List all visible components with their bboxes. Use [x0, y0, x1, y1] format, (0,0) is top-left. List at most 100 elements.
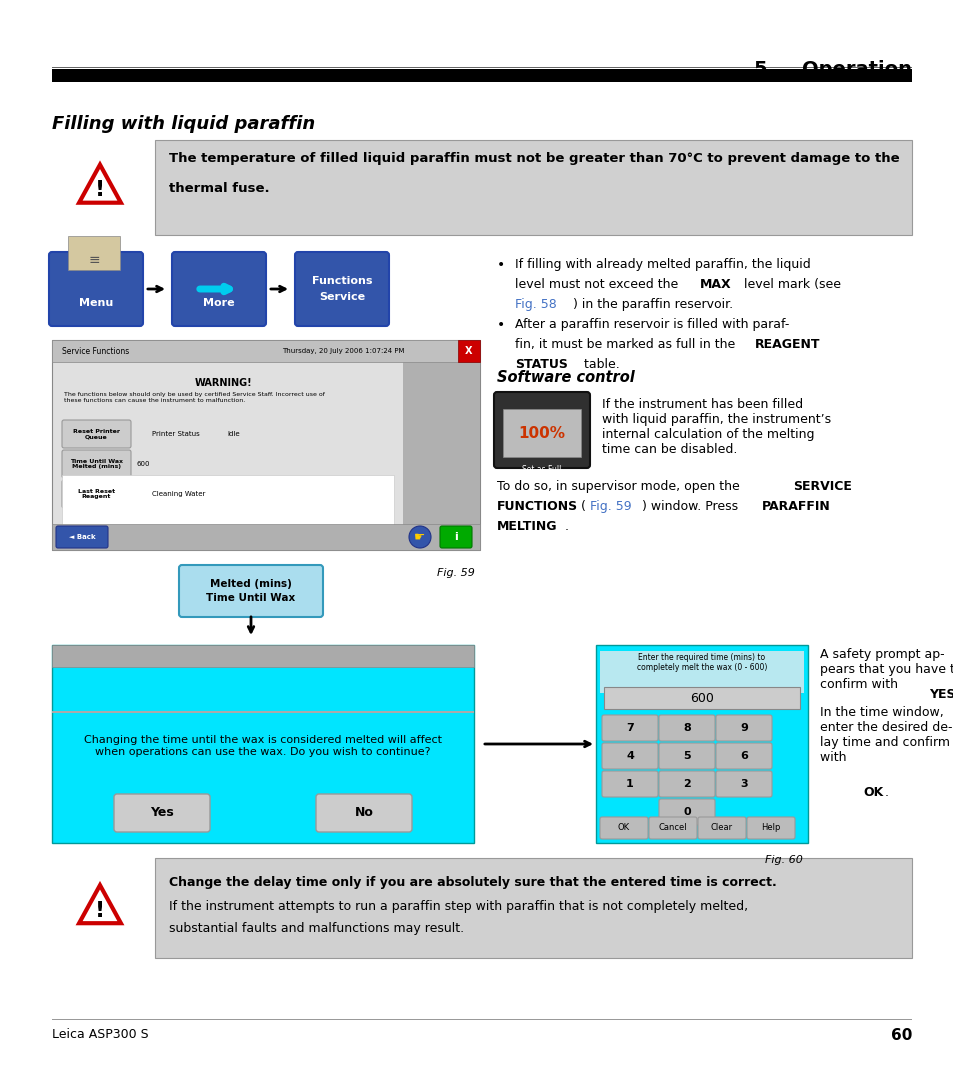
- Text: Printer Status: Printer Status: [152, 431, 199, 437]
- Text: Last Reset
Reagent: Last Reset Reagent: [78, 488, 115, 499]
- Text: Time Until Wax: Time Until Wax: [206, 593, 295, 603]
- FancyBboxPatch shape: [601, 743, 658, 769]
- Text: 3: 3: [740, 779, 747, 789]
- Text: The functions below should only be used by certified Service Staff. Incorrect us: The functions below should only be used …: [64, 392, 325, 403]
- FancyBboxPatch shape: [659, 743, 714, 769]
- Bar: [62, 475, 394, 535]
- Polygon shape: [79, 886, 121, 923]
- FancyBboxPatch shape: [56, 526, 108, 548]
- Text: The temperature of filled liquid paraffin must not be greater than 70°C to preve: The temperature of filled liquid paraffi…: [169, 152, 899, 165]
- FancyBboxPatch shape: [716, 743, 771, 769]
- Text: PARAFFIN: PARAFFIN: [761, 500, 830, 513]
- Text: .: .: [884, 786, 888, 799]
- FancyBboxPatch shape: [599, 816, 647, 839]
- Text: Time Until Wax
Melted (mins): Time Until Wax Melted (mins): [70, 459, 123, 470]
- Text: Enter the required time (mins) to
completely melt the wax (0 - 600): Enter the required time (mins) to comple…: [637, 653, 766, 673]
- Text: YES: YES: [928, 688, 953, 701]
- Text: !: !: [95, 901, 105, 921]
- Text: Change the delay time only if you are absolutely sure that the entered time is c: Change the delay time only if you are ab…: [169, 876, 776, 889]
- Text: 600: 600: [689, 691, 713, 704]
- FancyBboxPatch shape: [179, 565, 323, 617]
- Bar: [52, 340, 479, 362]
- Text: A safety prompt ap-
pears that you have to
confirm with: A safety prompt ap- pears that you have …: [820, 648, 953, 691]
- Polygon shape: [79, 164, 121, 203]
- Text: Leica ASP300 S: Leica ASP300 S: [52, 1028, 149, 1041]
- Text: Filling with liquid paraffin: Filling with liquid paraffin: [52, 114, 314, 133]
- Bar: [596, 645, 807, 843]
- Text: Cancel: Cancel: [658, 823, 686, 833]
- Text: Fig. 58: Fig. 58: [515, 298, 557, 311]
- Text: level must not exceed the: level must not exceed the: [515, 278, 681, 291]
- Text: 8: 8: [682, 723, 690, 733]
- Text: ) in the paraffin reservoir.: ) in the paraffin reservoir.: [573, 298, 732, 311]
- Text: SERVICE: SERVICE: [792, 480, 851, 492]
- Bar: [52, 524, 479, 550]
- Text: Service: Service: [318, 292, 365, 302]
- Text: Menu: Menu: [79, 298, 113, 308]
- Text: After a paraffin reservoir is filled with paraf-: After a paraffin reservoir is filled wit…: [515, 318, 788, 330]
- Bar: [603, 687, 800, 708]
- Text: Fig. 59: Fig. 59: [589, 500, 631, 513]
- Bar: [402, 340, 479, 550]
- FancyBboxPatch shape: [439, 526, 472, 548]
- Text: Changing the time until the wax is considered melted will affect
when operations: Changing the time until the wax is consi…: [84, 735, 441, 757]
- FancyBboxPatch shape: [698, 816, 745, 839]
- Text: ☛: ☛: [414, 530, 425, 543]
- FancyBboxPatch shape: [49, 252, 143, 326]
- Text: Clear: Clear: [710, 823, 732, 833]
- FancyBboxPatch shape: [172, 252, 266, 326]
- FancyBboxPatch shape: [315, 794, 412, 832]
- FancyBboxPatch shape: [716, 771, 771, 797]
- Text: 600: 600: [137, 461, 151, 467]
- Text: Help: Help: [760, 823, 780, 833]
- Text: More: More: [203, 298, 234, 308]
- Text: Fig. 59: Fig. 59: [436, 568, 475, 578]
- Text: Fig. 60: Fig. 60: [764, 855, 802, 865]
- Text: (: (: [577, 500, 585, 513]
- Bar: [52, 340, 479, 550]
- FancyBboxPatch shape: [746, 816, 794, 839]
- Text: No: No: [355, 807, 373, 820]
- Text: OK: OK: [618, 823, 629, 833]
- Text: Software control: Software control: [497, 370, 634, 384]
- FancyBboxPatch shape: [62, 450, 131, 478]
- FancyBboxPatch shape: [601, 771, 658, 797]
- Text: Thursday, 20 July 2006 1:07:24 PM: Thursday, 20 July 2006 1:07:24 PM: [282, 348, 404, 354]
- Text: substantial faults and malfunctions may result.: substantial faults and malfunctions may …: [169, 922, 464, 935]
- Bar: [52, 711, 474, 713]
- Text: Service Functions: Service Functions: [62, 347, 129, 355]
- Text: FUNCTIONS: FUNCTIONS: [497, 500, 578, 513]
- Bar: [599, 651, 803, 693]
- Text: OK: OK: [862, 786, 882, 799]
- Text: •: •: [497, 318, 505, 332]
- Text: If the instrument attempts to run a paraffin step with paraffin that is not comp: If the instrument attempts to run a para…: [169, 900, 747, 913]
- Text: 0: 0: [682, 807, 690, 816]
- Text: table.: table.: [579, 357, 619, 372]
- Text: Melted (mins): Melted (mins): [210, 579, 292, 589]
- FancyBboxPatch shape: [659, 715, 714, 741]
- Text: Yes: Yes: [150, 807, 173, 820]
- Text: STATUS: STATUS: [515, 357, 567, 372]
- Text: MAX: MAX: [700, 278, 731, 291]
- Text: MELTING: MELTING: [497, 519, 557, 534]
- FancyBboxPatch shape: [648, 816, 697, 839]
- Text: 2: 2: [682, 779, 690, 789]
- FancyBboxPatch shape: [62, 420, 131, 448]
- Text: To do so, in supervisor mode, open the: To do so, in supervisor mode, open the: [497, 480, 743, 492]
- Bar: [68, 237, 120, 270]
- Bar: [457, 340, 479, 362]
- Text: If the instrument has been filled
with liquid paraffin, the instrument’s
interna: If the instrument has been filled with l…: [601, 399, 830, 456]
- Text: 5.    Operation: 5. Operation: [753, 60, 911, 79]
- FancyBboxPatch shape: [659, 799, 714, 825]
- Text: 5: 5: [682, 751, 690, 761]
- Text: In the time window,
enter the desired de-
lay time and confirm
with: In the time window, enter the desired de…: [820, 706, 951, 764]
- Text: 100%: 100%: [518, 426, 565, 441]
- Text: 7: 7: [625, 723, 633, 733]
- Text: Functions: Functions: [312, 276, 372, 286]
- Text: Cleaning Water: Cleaning Water: [152, 491, 205, 497]
- FancyBboxPatch shape: [716, 715, 771, 741]
- Text: thermal fuse.: thermal fuse.: [169, 183, 270, 195]
- Text: Set as Full: Set as Full: [521, 464, 561, 473]
- FancyBboxPatch shape: [62, 480, 131, 508]
- Text: Reset Printer
Queue: Reset Printer Queue: [73, 429, 120, 440]
